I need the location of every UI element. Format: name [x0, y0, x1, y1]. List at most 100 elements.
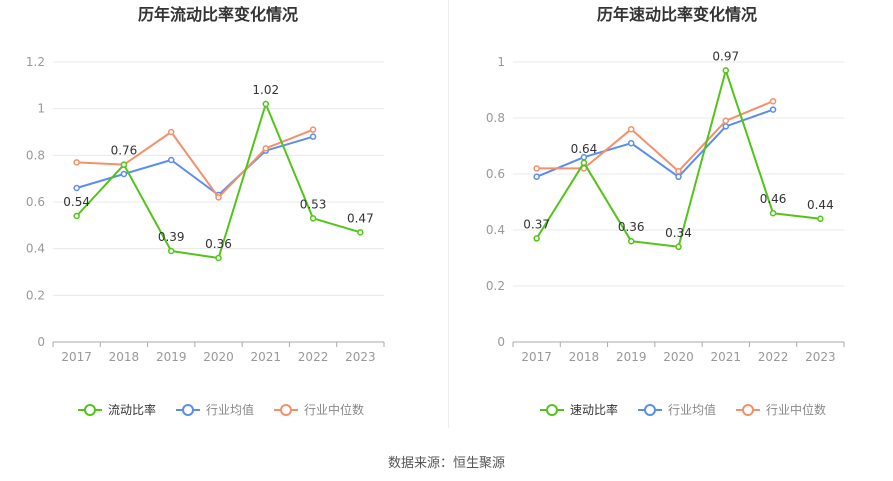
y-tick-label: 0.8: [486, 111, 505, 125]
y-tick-label: 1.2: [26, 55, 45, 69]
data-label: 0.47: [347, 211, 374, 225]
series-line-industry-median: [536, 100, 774, 173]
data-label: 0.64: [571, 142, 598, 156]
legend-swatch-marker: [182, 404, 194, 416]
legend-swatch-marker: [742, 404, 754, 416]
data-point: [533, 235, 540, 242]
series-line-industry-average: [536, 108, 774, 178]
legend-item: 行业中位数: [274, 402, 364, 417]
data-label: 1.02: [252, 83, 279, 97]
data-point: [73, 159, 80, 166]
x-tick-label: 2022: [758, 350, 789, 364]
legend-swatch-marker: [644, 404, 656, 416]
data-point: [675, 173, 682, 181]
quick-ratio-chart: 历年速动比率变化情况 0 0.2 0.4 0.6 0.8 1 2017 2018 2019 2020…: [486, 5, 845, 417]
legend-swatch-marker: [280, 404, 292, 416]
data-point: [262, 145, 270, 152]
data-label: 0.44: [807, 198, 834, 212]
data-point: [357, 229, 364, 236]
x-tick-label: 2022: [298, 350, 329, 364]
data-point: [627, 139, 635, 147]
legend-swatch-marker: [546, 404, 558, 416]
data-label: 0.36: [618, 220, 645, 234]
data-point: [627, 125, 635, 133]
data-point: [120, 161, 128, 168]
data-point: [533, 173, 540, 181]
data-point: [309, 215, 317, 222]
legend-item: 行业中位数: [736, 402, 826, 417]
data-point: [722, 67, 730, 74]
data-label: 0.46: [760, 192, 787, 206]
data-point: [215, 254, 222, 262]
legend-item: 速动比率: [540, 402, 618, 417]
data-point: [309, 126, 317, 133]
y-tick-label: 1: [37, 102, 45, 116]
y-tick-label: 0: [37, 335, 45, 349]
data-point: [817, 215, 824, 223]
data-point: [627, 237, 635, 245]
chart-title: 历年流动比率变化情况: [138, 5, 298, 24]
legend-label: 行业中位数: [304, 402, 364, 417]
x-tick-label: 2017: [61, 350, 92, 364]
data-label: 0.97: [712, 49, 739, 63]
y-tick-label: 0.4: [26, 242, 45, 256]
data-label: 0.76: [111, 144, 138, 158]
data-point: [722, 123, 730, 130]
series-line-industry-median: [76, 128, 314, 199]
x-tick-label: 2021: [711, 350, 742, 364]
y-tick-label: 0.6: [486, 167, 505, 181]
data-point: [769, 106, 777, 113]
current-ratio-chart: 历年流动比率变化情况 0 0.2 0.4 0.6 0.8 1 1.2 2017 2018 2019 2…: [26, 5, 385, 417]
series-line-primary: [75, 103, 361, 259]
chart-divider: [448, 0, 449, 428]
data-point: [262, 100, 270, 108]
data-point: [722, 117, 730, 125]
y-tick-label: 0.6: [26, 195, 45, 209]
data-label: 0.37: [523, 217, 550, 231]
x-tick-label: 2018: [569, 350, 600, 364]
y-tick-label: 0.8: [26, 148, 45, 162]
data-label: 0.34: [665, 226, 692, 240]
data-point: [675, 167, 682, 175]
data-point: [580, 159, 588, 167]
data-point: [215, 194, 222, 201]
x-tick-label: 2018: [109, 350, 140, 364]
legend-label: 行业均值: [206, 402, 254, 417]
legend-item: 流动比率: [78, 402, 156, 417]
y-tick-label: 1: [497, 55, 505, 69]
data-point: [309, 133, 317, 140]
legend-label: 流动比率: [108, 402, 156, 417]
x-tick-label: 2023: [345, 350, 376, 364]
legend-label: 行业中位数: [766, 402, 826, 417]
data-point: [769, 209, 777, 217]
data-point: [675, 243, 682, 251]
data-point: [533, 165, 540, 172]
data-label: 0.39: [158, 230, 185, 244]
x-tick-label: 2021: [251, 350, 282, 364]
data-label: 0.36: [205, 237, 232, 251]
x-tick-label: 2023: [805, 350, 836, 364]
data-point: [73, 184, 80, 192]
legend-label: 速动比率: [570, 402, 618, 417]
y-tick-label: 0.2: [26, 288, 45, 302]
legend-item: 行业均值: [176, 402, 254, 417]
y-tick-label: 0.4: [486, 223, 505, 237]
data-point: [73, 212, 80, 220]
y-tick-label: 0.2: [486, 279, 505, 293]
data-label: 0.54: [63, 195, 90, 209]
x-tick-label: 2019: [156, 350, 187, 364]
legend-item: 行业均值: [638, 402, 716, 417]
data-point: [120, 170, 128, 178]
x-tick-label: 2017: [521, 350, 552, 364]
x-tick-label: 2019: [616, 350, 647, 364]
y-tick-label: 0: [497, 335, 505, 349]
chart-title: 历年速动比率变化情况: [597, 5, 757, 24]
x-tick-label: 2020: [203, 350, 234, 364]
legend-swatch-marker: [84, 404, 96, 416]
series-line-industry-average: [76, 135, 314, 196]
data-label: 0.53: [300, 197, 327, 211]
x-tick-label: 2020: [663, 350, 694, 364]
data-point: [167, 128, 175, 136]
legend-label: 行业均值: [668, 402, 716, 417]
